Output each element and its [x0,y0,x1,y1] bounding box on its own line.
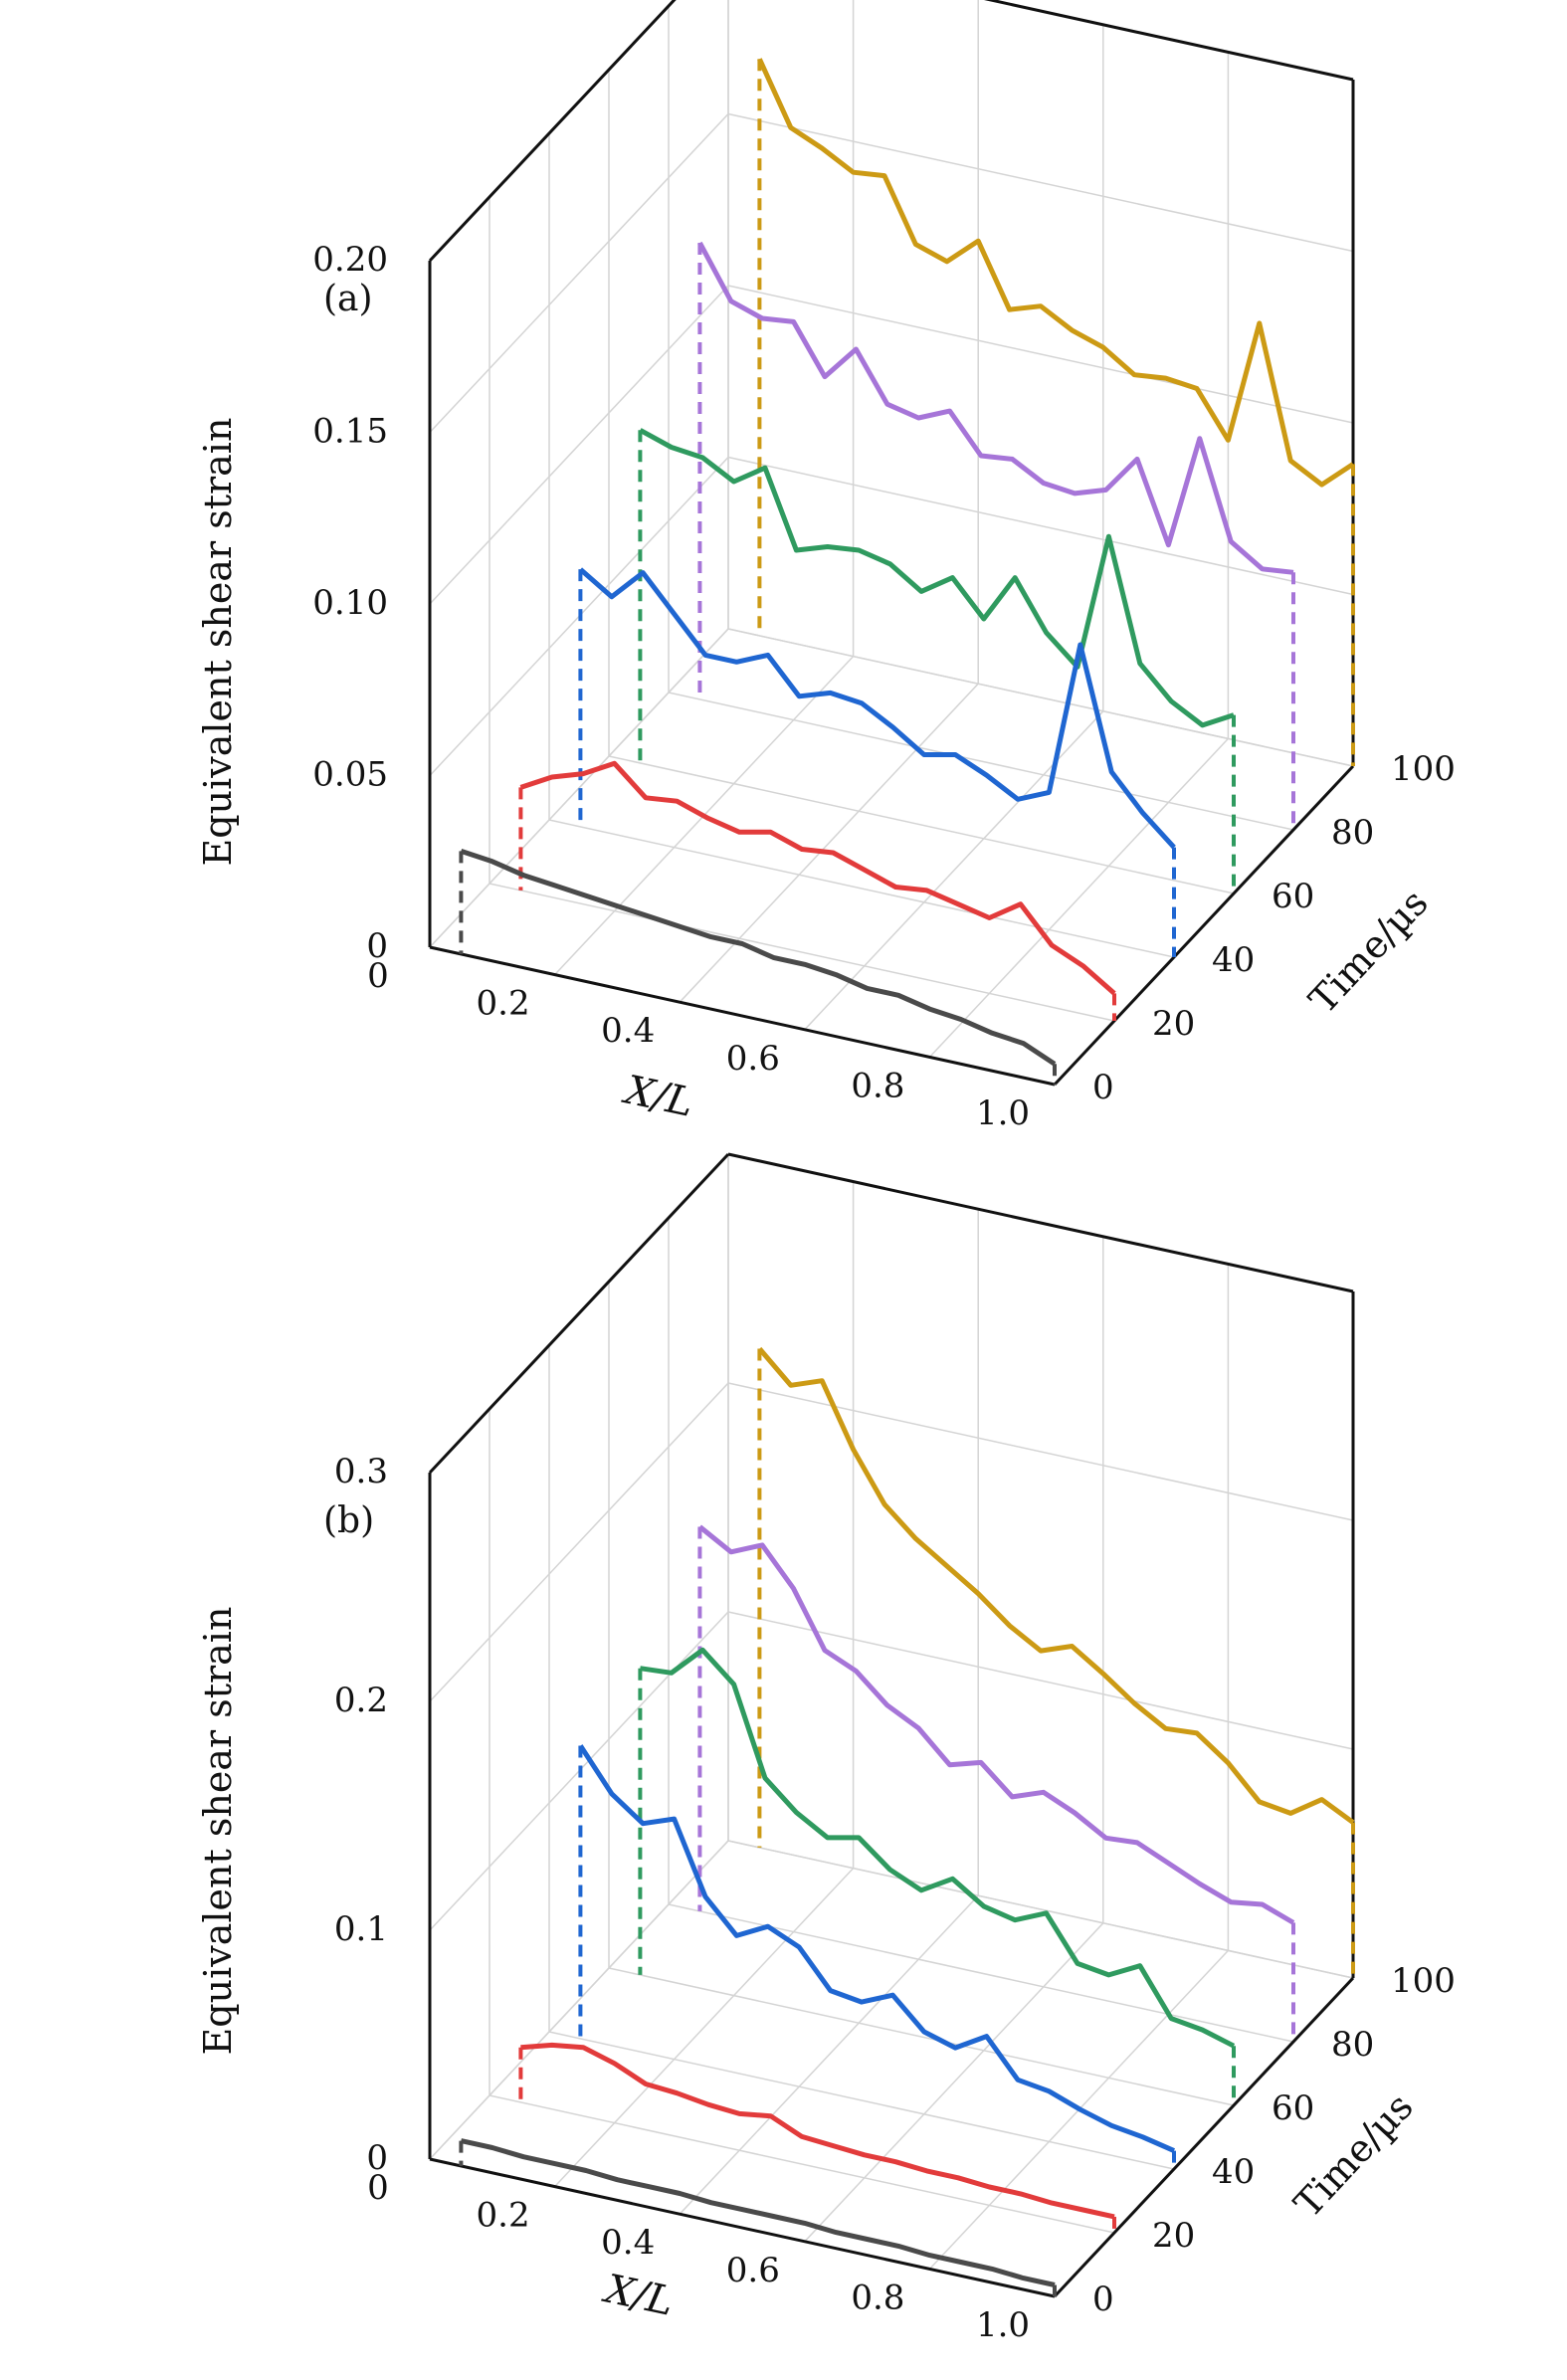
series-line-60 [640,1647,1236,2049]
gridline [489,883,1115,1022]
x-tick-label: 0.8 [851,2278,904,2317]
box-edge [983,0,1354,82]
z-tick-label: 0.10 [312,583,388,623]
z-tick-label: 0.2 [334,1681,388,1720]
panel-label: (a) [323,279,373,319]
gridline [679,683,979,1003]
gridline [727,1840,1354,1979]
z-tick-label: 0 [366,926,388,966]
y-tick-label: 60 [1272,2088,1314,2128]
z-tick-label: 0.05 [312,755,388,795]
gridline [489,2094,1115,2234]
series-line-80 [697,241,1294,575]
z-tick-label: 0.1 [334,1909,388,1949]
series-line-20 [520,2042,1115,2220]
gridline [548,819,1175,958]
y-tick-label: 0 [1092,2280,1114,2319]
series-line-80 [697,1524,1295,1925]
x-tick-label: 0.2 [477,2196,530,2236]
y-tick-label: 60 [1272,877,1314,916]
y-tick-label: 20 [1152,1004,1195,1044]
x-tick-label: 0.2 [477,984,530,1024]
gridline [548,2031,1175,2170]
y-tick-label: 100 [1391,749,1456,789]
box-edge [428,1152,730,1475]
gridline [727,628,1354,767]
series-line-60 [639,428,1235,728]
z-tick-label: 0.15 [312,412,388,452]
x-tick-label: 1.0 [976,1093,1030,1133]
gridline [679,1894,979,2215]
gridline [727,456,1354,596]
y-tick-label: 80 [1331,2025,1374,2065]
series-line-20 [519,760,1116,996]
z-tick-label: 0.3 [334,1452,388,1491]
x-axis-line [429,945,1056,1087]
z-axis-label: Equivalent shear strain [196,1607,240,2056]
box-edge [428,0,677,263]
panel-a: (a) Equivalent shear strain 0 0.2 0.4 0.6 0.… [196,0,1456,1133]
panel-b: (b) Equivalent shear strain 0 0.2 0.4 0.6 0.… [196,1152,1456,2345]
series-line-0 [460,849,1057,1067]
y-tick-label: 20 [1152,2216,1195,2256]
y-tick-label: 40 [1212,2152,1255,2192]
z-tick-label: 0.20 [312,240,388,280]
gridline [928,737,1229,1058]
y-tick-label: 0 [1092,1068,1114,1107]
series-line-40 [578,567,1176,850]
series-line-100 [757,58,1355,488]
gridline [429,1382,729,1702]
x-tick-label: 0.4 [601,1011,655,1051]
z-axis-label: Equivalent shear strain [196,418,240,867]
y-tick-label: 80 [1331,813,1374,853]
x-tick-label: 0.6 [726,1039,780,1079]
series-line-40 [578,1744,1176,2153]
y-tick-label: 40 [1212,940,1255,980]
x-tick-label: 0.4 [601,2223,655,2263]
gridline [429,112,729,434]
gridline [429,628,729,948]
box-edge [727,1152,1354,1293]
series-line-0 [460,2138,1056,2287]
gridline [608,1967,1235,2106]
gridline [804,1922,1104,2243]
panel-label: (b) [323,1500,374,1541]
x-tick-label: 0 [367,2168,389,2208]
gridline [727,112,1354,253]
x-axis-line [429,2157,1056,2298]
x-tick-label: 1.0 [976,2305,1030,2345]
x-tick-label: 0 [367,956,389,996]
series-line-100 [757,1346,1355,1825]
y-axis-line [1053,1976,1355,2298]
gridline [727,1611,1354,1750]
y-tick-label: 100 [1391,1961,1456,2001]
gridline [429,285,729,605]
z-tick-label: 0 [366,2138,388,2178]
gridline [554,1868,855,2188]
gridline [608,755,1235,894]
gridline [668,692,1294,831]
x-tick-label: 0.8 [851,1066,904,1105]
x-tick-label: 0.6 [726,2251,780,2290]
y-axis-line [1053,764,1355,1087]
gridline [429,1840,729,2160]
gridline [727,285,1354,424]
